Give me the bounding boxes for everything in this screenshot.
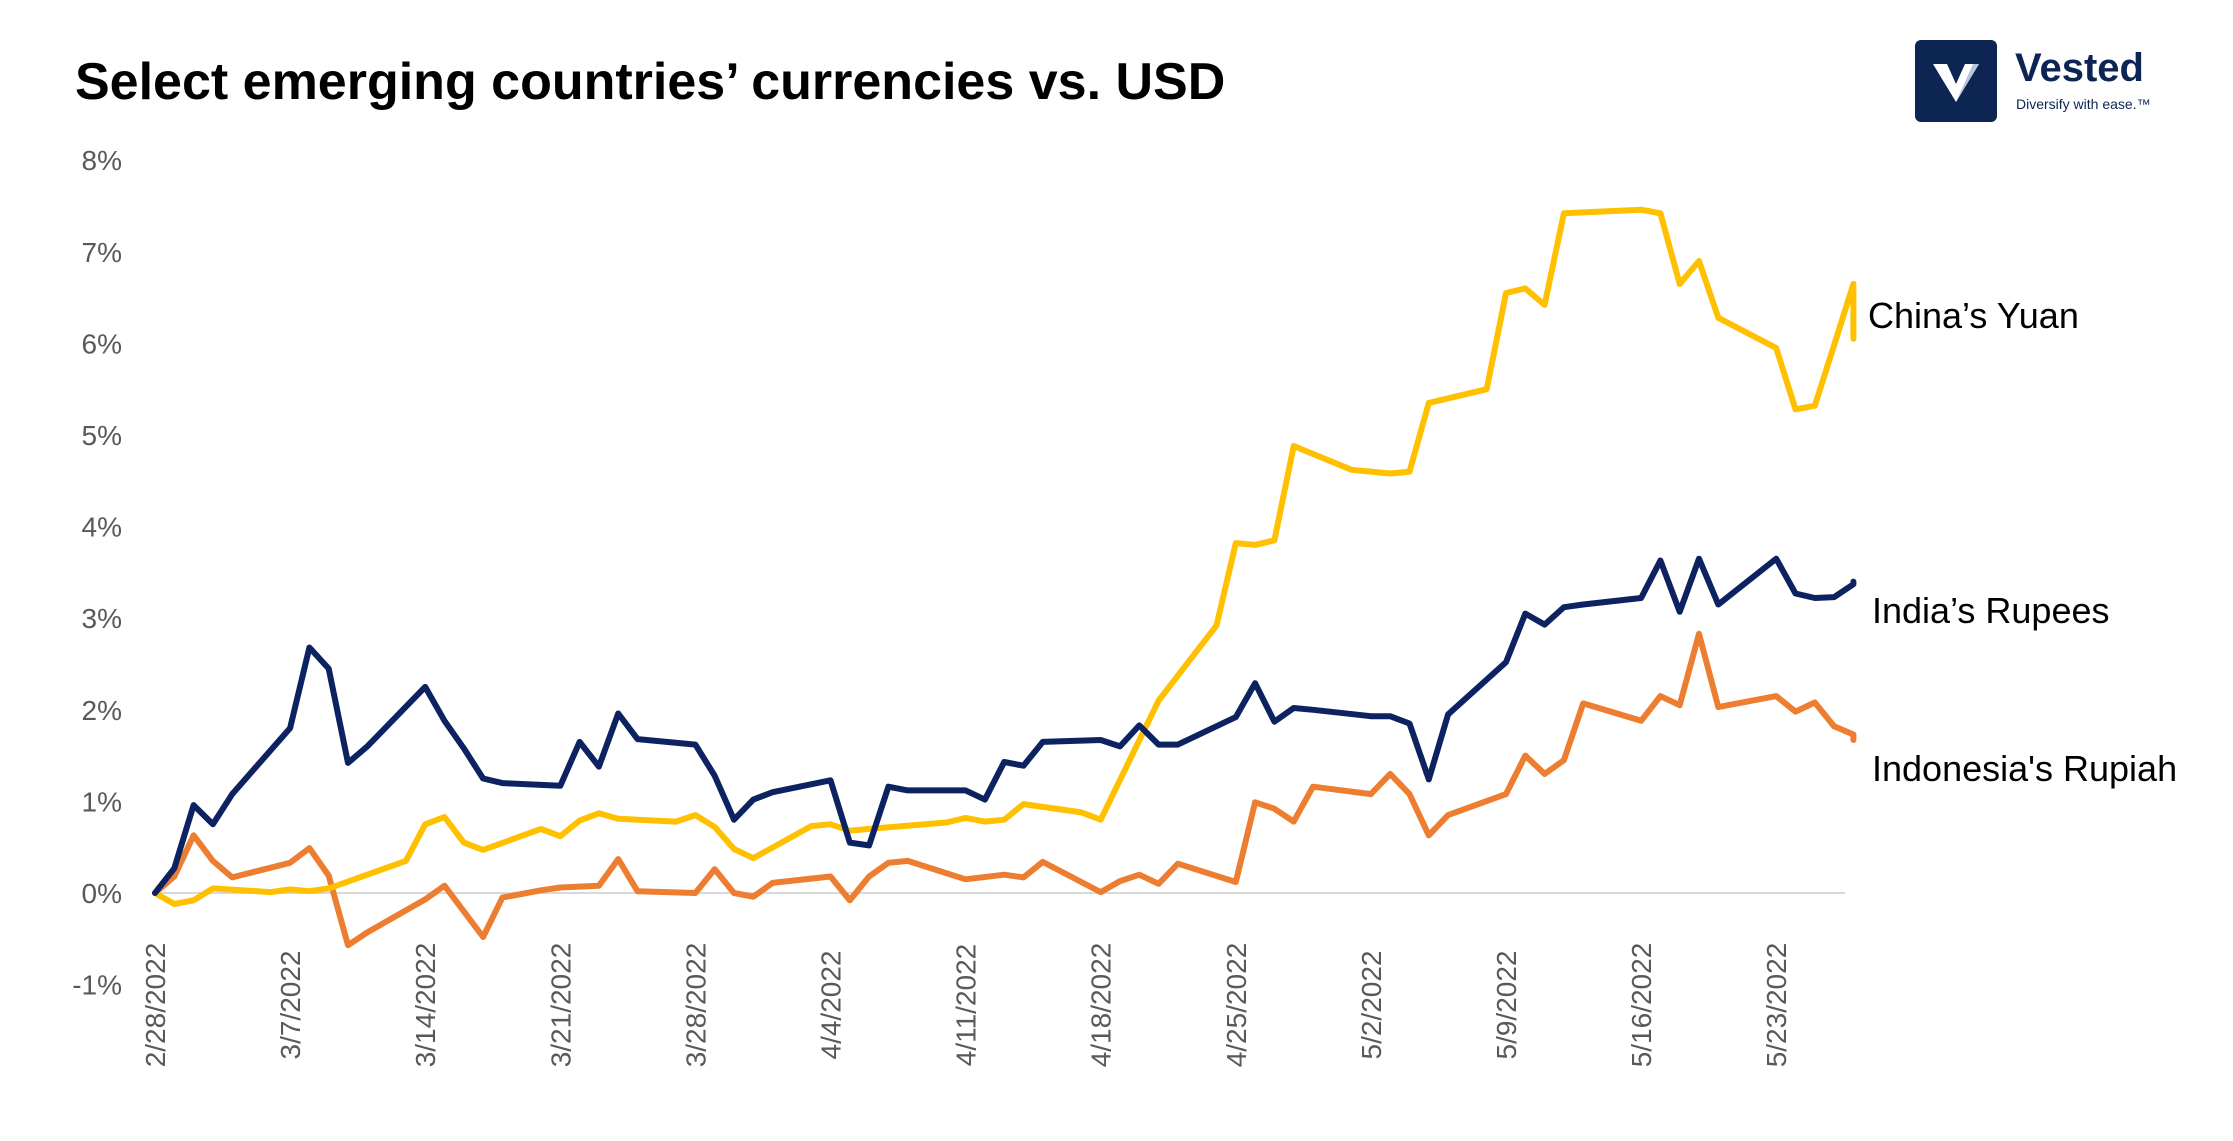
x-tick-label: 5/9/2022 — [1491, 951, 1522, 1060]
x-tick-label: 5/23/2022 — [1761, 943, 1792, 1068]
x-tick-label: 4/18/2022 — [1086, 943, 1117, 1068]
series-labels: China’s Yuan India’s Rupees Indonesia's Ru… — [1868, 295, 2177, 789]
x-tick-label: 2/28/2022 — [140, 943, 171, 1068]
x-axis: 2/28/2022 3/7/2022 3/14/2022 3/21/2022 3/28/… — [140, 943, 1792, 1068]
vested-logo-mark-icon — [1915, 40, 1997, 122]
x-tick-label: 3/7/2022 — [275, 951, 306, 1060]
y-tick-label: 0% — [82, 878, 122, 909]
y-tick-label: 3% — [82, 603, 122, 634]
vested-logo-tagline: Diversify with ease.™ — [2016, 96, 2151, 112]
x-tick-label: 4/4/2022 — [816, 951, 847, 1060]
series-label: Indonesia's Rupiah — [1872, 748, 2177, 789]
series-line-china-s-yuan — [152, 206, 1857, 907]
x-tick-label: 4/25/2022 — [1221, 943, 1252, 1068]
vested-logo-name: Vested — [2015, 46, 2144, 90]
x-tick-label: 3/28/2022 — [680, 943, 711, 1068]
x-tick-label: 3/21/2022 — [545, 943, 576, 1068]
y-tick-label: 5% — [82, 420, 122, 451]
y-tick-label: -1% — [72, 970, 122, 1001]
vested-logo: Vested Diversify with ease.™ — [1915, 40, 2160, 122]
x-tick-label: 4/11/2022 — [951, 944, 982, 1067]
y-tick-label: 7% — [82, 237, 122, 268]
chart-title: Select emerging countries’ currencies vs… — [75, 53, 1226, 111]
y-tick-label: 2% — [82, 695, 122, 726]
series-line-indonesia-s-rupiah — [152, 630, 1857, 949]
series-label: China’s Yuan — [1868, 295, 2079, 336]
x-tick-label: 5/16/2022 — [1626, 943, 1657, 1068]
series-label: India’s Rupees — [1872, 590, 2110, 631]
y-axis: 8% 7% 6% 5% 4% 3% 2% 1% 0% -1% — [72, 145, 1845, 1001]
y-tick-label: 4% — [82, 512, 122, 543]
y-tick-label: 1% — [82, 786, 122, 817]
series-line-india-s-rupees — [152, 555, 1857, 896]
series-layer — [152, 206, 1857, 949]
y-tick-label: 6% — [82, 328, 122, 359]
y-tick-label: 8% — [82, 145, 122, 176]
x-tick-label: 5/2/2022 — [1356, 951, 1387, 1060]
x-tick-label: 3/14/2022 — [410, 943, 441, 1068]
